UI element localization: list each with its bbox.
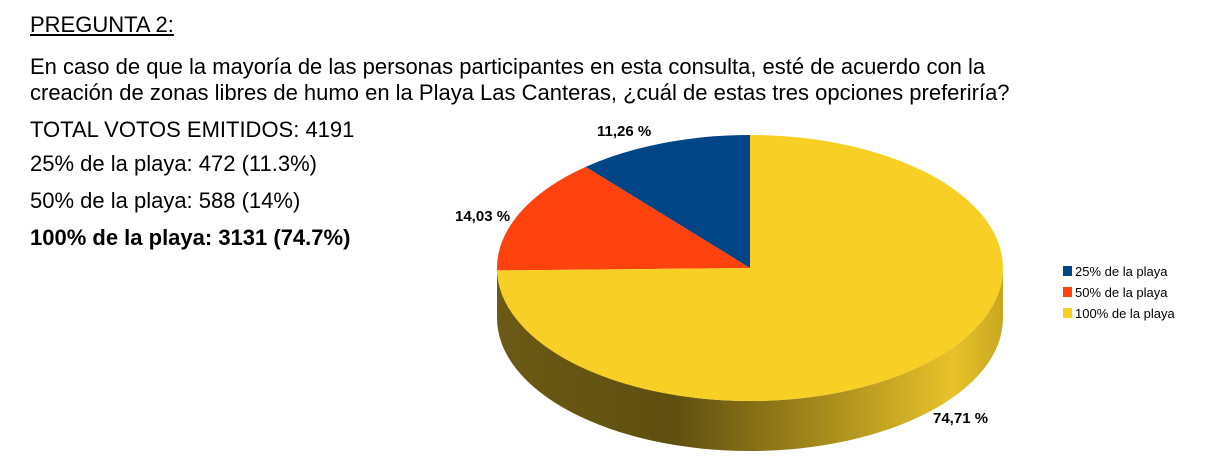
legend-swatch-50 <box>1063 287 1072 297</box>
option-100-result: 100% de la playa: 3131 (74.7%) <box>30 225 351 250</box>
legend: 25% de la playa 50% de la playa 100% de … <box>1063 264 1176 321</box>
legend-label-100: 100% de la playa <box>1075 306 1176 321</box>
legend-swatch-100 <box>1063 308 1072 318</box>
data-label-25: 11,26 % <box>597 123 651 140</box>
pie-slice-25 <box>585 135 750 268</box>
legend-label-50: 50% de la playa <box>1075 285 1168 300</box>
question-text-line1: En caso de que la mayoría de las persona… <box>30 54 986 79</box>
pie-slice-50 <box>496 166 750 271</box>
data-label-100: 74,71 % <box>933 410 988 427</box>
question-text-line2: creación de zonas libres de humo en la P… <box>30 80 1010 105</box>
option-50-result: 50% de la playa: 588 (14%) <box>30 188 301 213</box>
data-label-50: 14,03 % <box>455 208 510 225</box>
question-number: PREGUNTA 2: <box>30 12 174 37</box>
option-25-result: 25% de la playa: 472 (11.3%) <box>30 151 317 176</box>
total-votes: TOTAL VOTOS EMITIDOS: 4191 <box>30 117 355 142</box>
legend-label-25: 25% de la playa <box>1075 264 1168 279</box>
pie-side-100 <box>497 268 1003 451</box>
legend-swatch-25 <box>1063 266 1072 276</box>
pie-slice-100 <box>497 135 1004 401</box>
